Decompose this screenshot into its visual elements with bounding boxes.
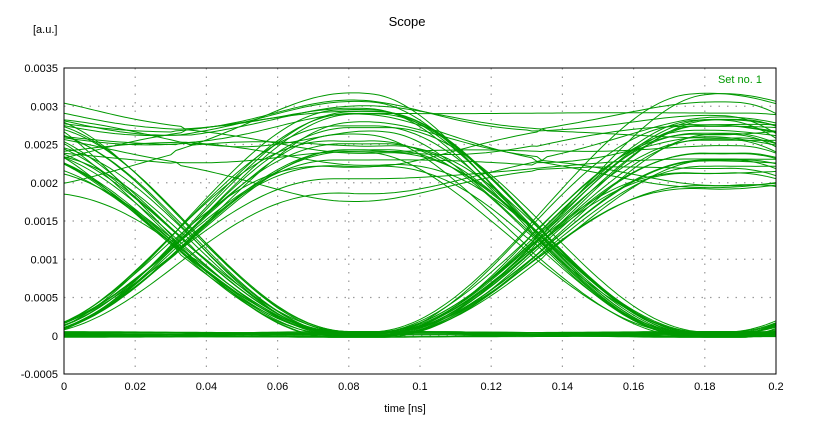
x-tick-label: 0.14 [552, 381, 573, 393]
eye-trace [63, 141, 777, 333]
eye-trace [63, 139, 777, 202]
eye-trace [63, 147, 777, 336]
eye-trace [63, 129, 777, 335]
eye-trace [63, 107, 776, 337]
y-tick-label: 0.0005 [24, 293, 58, 305]
y-tick-label: 0.003 [30, 101, 58, 113]
y-axis-label: [a.u.] [33, 24, 57, 36]
eye-trace [63, 121, 777, 329]
eye-trace [63, 153, 777, 334]
legend-series-label: Set no. 1 [718, 74, 762, 86]
x-tick-label: 0.04 [196, 381, 217, 393]
x-tick-label: 0.12 [480, 381, 501, 393]
eye-trace [63, 116, 777, 331]
eye-trace [63, 157, 777, 336]
x-tick-label: 0 [61, 381, 67, 393]
x-tick-label: 0.18 [694, 381, 715, 393]
x-tick-label: 0.08 [338, 381, 359, 393]
eye-trace [63, 125, 777, 329]
plot-frame [63, 67, 777, 375]
chart-title: Scope [389, 14, 426, 29]
y-tick-label: 0.0025 [24, 140, 58, 152]
eye-trace [63, 131, 776, 338]
eye-trace [63, 156, 777, 336]
eye-trace [63, 119, 777, 333]
eye-trace [63, 118, 777, 333]
eye-trace [63, 165, 777, 338]
eye-trace [63, 110, 776, 335]
eye-trace [63, 125, 776, 337]
y-tick-label: 0 [52, 331, 58, 343]
y-tick-label: 0.0035 [24, 63, 58, 75]
x-tick-label: 0.2 [768, 381, 783, 393]
eye-trace [63, 159, 777, 336]
x-tick-labels: 0 0.02 0.04 0.06 0.08 0.1 0.12 0.14 0.16 0.18 0.2 [61, 381, 784, 393]
eye-trace [63, 137, 777, 338]
x-axis-label: time [ns] [384, 403, 426, 415]
y-tick-labels: 0.0035 0.003 0.0025 0.002 0.0015 0.001 0.0005 0… [21, 63, 58, 381]
y-tick-label: 0.0015 [24, 216, 58, 228]
eye-trace [64, 172, 777, 334]
eye-trace [63, 119, 776, 334]
eye-trace [63, 113, 776, 337]
x-tick-label: 0.16 [623, 381, 644, 393]
eye-traces [63, 92, 777, 338]
y-tick-label: -0.0005 [21, 369, 58, 381]
y-tick-label: 0.002 [30, 178, 58, 190]
x-tick-label: 0.02 [124, 381, 145, 393]
eye-trace [63, 150, 776, 334]
y-tick-label: 0.001 [30, 254, 58, 266]
x-tick-label: 0.06 [267, 381, 288, 393]
eye-trace [63, 173, 777, 334]
eye-trace [64, 330, 777, 337]
eye-trace [63, 145, 777, 330]
eye-trace [63, 105, 777, 145]
x-tick-label: 0.1 [412, 381, 427, 393]
